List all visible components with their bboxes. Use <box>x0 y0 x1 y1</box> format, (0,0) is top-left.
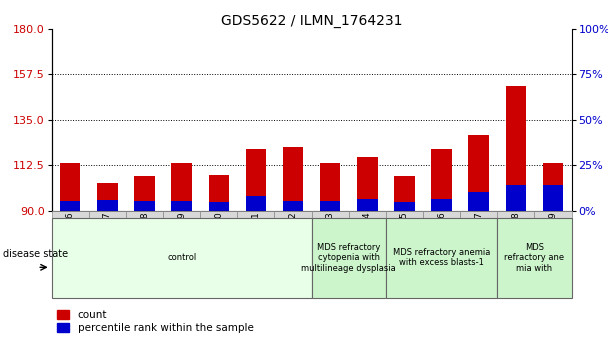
Text: GSM1515757: GSM1515757 <box>474 211 483 272</box>
Text: control: control <box>167 253 196 262</box>
Bar <box>246 196 266 211</box>
Bar <box>506 185 526 211</box>
Text: disease state: disease state <box>3 249 68 259</box>
Legend: count, percentile rank within the sample: count, percentile rank within the sample <box>57 310 254 333</box>
Bar <box>386 218 497 298</box>
Bar <box>311 211 349 218</box>
Text: GSM1515758: GSM1515758 <box>511 211 520 272</box>
Bar <box>209 202 229 211</box>
Bar <box>60 163 80 211</box>
Bar <box>349 211 386 218</box>
Bar <box>534 211 572 218</box>
Bar <box>394 202 415 211</box>
Text: GSM1515751: GSM1515751 <box>251 211 260 272</box>
Text: GSM1515752: GSM1515752 <box>289 211 297 272</box>
Bar <box>423 211 460 218</box>
Bar <box>386 211 423 218</box>
Bar <box>134 176 154 211</box>
Bar <box>506 86 526 211</box>
Bar <box>246 149 266 211</box>
Bar <box>543 163 563 211</box>
Text: MDS refractory
cytopenia with
multilineage dysplasia: MDS refractory cytopenia with multilinea… <box>302 243 396 273</box>
Bar <box>163 211 200 218</box>
Bar <box>209 175 229 211</box>
Text: GSM1515753: GSM1515753 <box>326 211 334 272</box>
Bar <box>357 199 378 211</box>
Bar <box>497 211 534 218</box>
Bar <box>171 163 192 211</box>
Bar <box>89 211 126 218</box>
Text: GSM1515749: GSM1515749 <box>177 211 186 272</box>
Text: GSM1515759: GSM1515759 <box>548 211 558 272</box>
Bar <box>320 200 340 211</box>
Text: GSM1515746: GSM1515746 <box>66 211 75 272</box>
Bar <box>431 149 452 211</box>
Bar <box>52 211 89 218</box>
Bar <box>237 211 274 218</box>
Bar <box>283 200 303 211</box>
Bar <box>274 211 311 218</box>
Title: GDS5622 / ILMN_1764231: GDS5622 / ILMN_1764231 <box>221 14 402 28</box>
Bar <box>469 135 489 211</box>
Text: MDS
refractory ane
mia with: MDS refractory ane mia with <box>504 243 564 273</box>
Bar <box>200 211 237 218</box>
Text: GSM1515748: GSM1515748 <box>140 211 149 272</box>
Bar <box>52 218 311 298</box>
Bar <box>431 199 452 211</box>
Bar <box>283 147 303 211</box>
Bar <box>469 192 489 211</box>
Text: MDS refractory anemia
with excess blasts-1: MDS refractory anemia with excess blasts… <box>393 248 490 268</box>
Bar <box>311 218 386 298</box>
Bar <box>543 185 563 211</box>
Bar <box>134 201 154 211</box>
Bar <box>171 200 192 211</box>
Bar <box>97 200 117 211</box>
Text: GSM1515747: GSM1515747 <box>103 211 112 272</box>
Bar <box>97 183 117 211</box>
Bar <box>126 211 163 218</box>
Text: GSM1515756: GSM1515756 <box>437 211 446 272</box>
Bar <box>357 157 378 211</box>
Text: GSM1515754: GSM1515754 <box>363 211 372 272</box>
Text: GSM1515755: GSM1515755 <box>400 211 409 272</box>
Bar <box>460 211 497 218</box>
Bar <box>320 163 340 211</box>
Bar <box>60 200 80 211</box>
Bar <box>497 218 572 298</box>
Text: GSM1515750: GSM1515750 <box>214 211 223 272</box>
Bar <box>394 176 415 211</box>
